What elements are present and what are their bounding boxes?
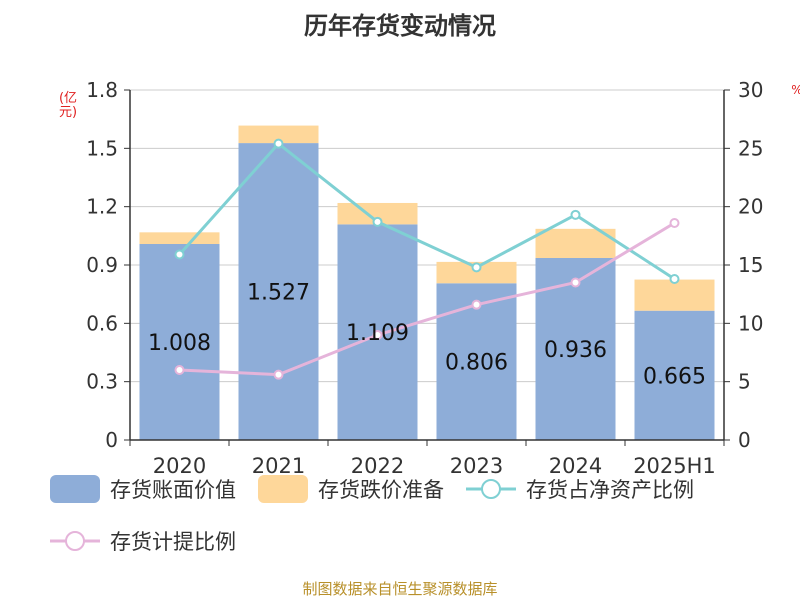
- legend-swatch-inventory-ratio: [466, 479, 516, 499]
- point-provision-ratio: [471, 299, 482, 310]
- x-tick-label: 2021: [252, 454, 305, 478]
- data-source-note: 制图数据来自恒生聚源数据库: [302, 580, 498, 598]
- legend-label-provision-ratio: 存货计提比例: [110, 530, 236, 554]
- bar-impairment: [139, 232, 220, 244]
- legend-item-impairment[interactable]: 存货跌价准备: [258, 474, 444, 504]
- left-tick-label: 0.6: [86, 311, 118, 335]
- legend-item-provision-ratio[interactable]: 存货计提比例: [50, 526, 236, 556]
- right-tick-label: 0: [738, 428, 751, 452]
- bar-impairment: [337, 202, 418, 225]
- point-inventory-ratio: [669, 274, 680, 284]
- point-inventory-ratio: [372, 216, 383, 227]
- data-label-book-value: 0.936: [544, 338, 607, 363]
- left-axis-label: (亿元): [58, 91, 78, 120]
- data-label-book-value: 1.008: [148, 331, 211, 356]
- bar-book-value: [139, 244, 220, 440]
- left-tick-label: 1.8: [86, 78, 118, 102]
- point-inventory-ratio: [570, 209, 581, 220]
- bar-book-value: [634, 310, 715, 440]
- point-inventory-ratio: [174, 249, 185, 260]
- data-label-book-value: 0.806: [445, 351, 508, 376]
- left-tick-label: 0.9: [86, 253, 118, 277]
- left-tick-label: 1.2: [86, 195, 118, 219]
- point-provision-ratio: [174, 365, 185, 375]
- legend-label-impairment: 存货跌价准备: [318, 478, 444, 502]
- point-inventory-ratio: [273, 138, 284, 149]
- right-axis-label: %: [790, 84, 800, 97]
- right-tick-label: 10: [738, 311, 763, 335]
- legend-item-inventory-ratio[interactable]: 存货占净资产比例: [466, 474, 694, 504]
- x-tick-label: 2022: [351, 454, 404, 478]
- bar-impairment: [436, 261, 517, 284]
- legend-label-book-value: 存货账面价值: [110, 478, 236, 502]
- x-tick-label: 2025H1: [633, 454, 716, 478]
- legend-label-inventory-ratio: 存货占净资产比例: [526, 478, 694, 502]
- point-provision-ratio: [273, 369, 284, 380]
- series-line-provision-ratio: [179, 221, 676, 377]
- bar-impairment: [238, 125, 319, 144]
- data-label-book-value: 0.665: [643, 364, 706, 389]
- left-tick-label: 0.3: [86, 370, 118, 394]
- right-tick-label: 15: [738, 253, 763, 277]
- x-tick-label: 2020: [153, 454, 206, 478]
- bar-book-value: [238, 143, 319, 441]
- chart-title: 历年存货变动情况: [304, 12, 496, 40]
- data-label-book-value: 1.527: [247, 281, 310, 306]
- point-provision-ratio: [669, 218, 680, 228]
- left-tick-label: 0: [105, 428, 118, 452]
- x-tick-label: 2023: [450, 454, 503, 478]
- series-line-inventory-ratio: [178, 141, 676, 281]
- x-tick-label: 2024: [549, 454, 602, 478]
- right-tick-label: 30: [738, 78, 763, 102]
- right-tick-label: 20: [738, 195, 763, 219]
- data-label-book-value: 1.109: [346, 321, 409, 346]
- legend-swatch-provision-ratio: [50, 531, 100, 551]
- point-provision-ratio: [570, 277, 581, 288]
- legend: 存货账面价值 存货跌价准备 存货占净资产比例 存货计提比例: [50, 470, 790, 574]
- legend-item-book-value[interactable]: 存货账面价值: [50, 474, 236, 504]
- legend-swatch-impairment: [258, 475, 308, 503]
- point-provision-ratio: [372, 330, 383, 340]
- legend-swatch-book-value: [50, 475, 100, 503]
- bar-impairment: [634, 279, 715, 311]
- point-inventory-ratio: [471, 262, 482, 273]
- right-tick-label: 25: [738, 136, 763, 160]
- left-tick-label: 1.5: [86, 136, 118, 160]
- right-tick-label: 5: [738, 370, 751, 394]
